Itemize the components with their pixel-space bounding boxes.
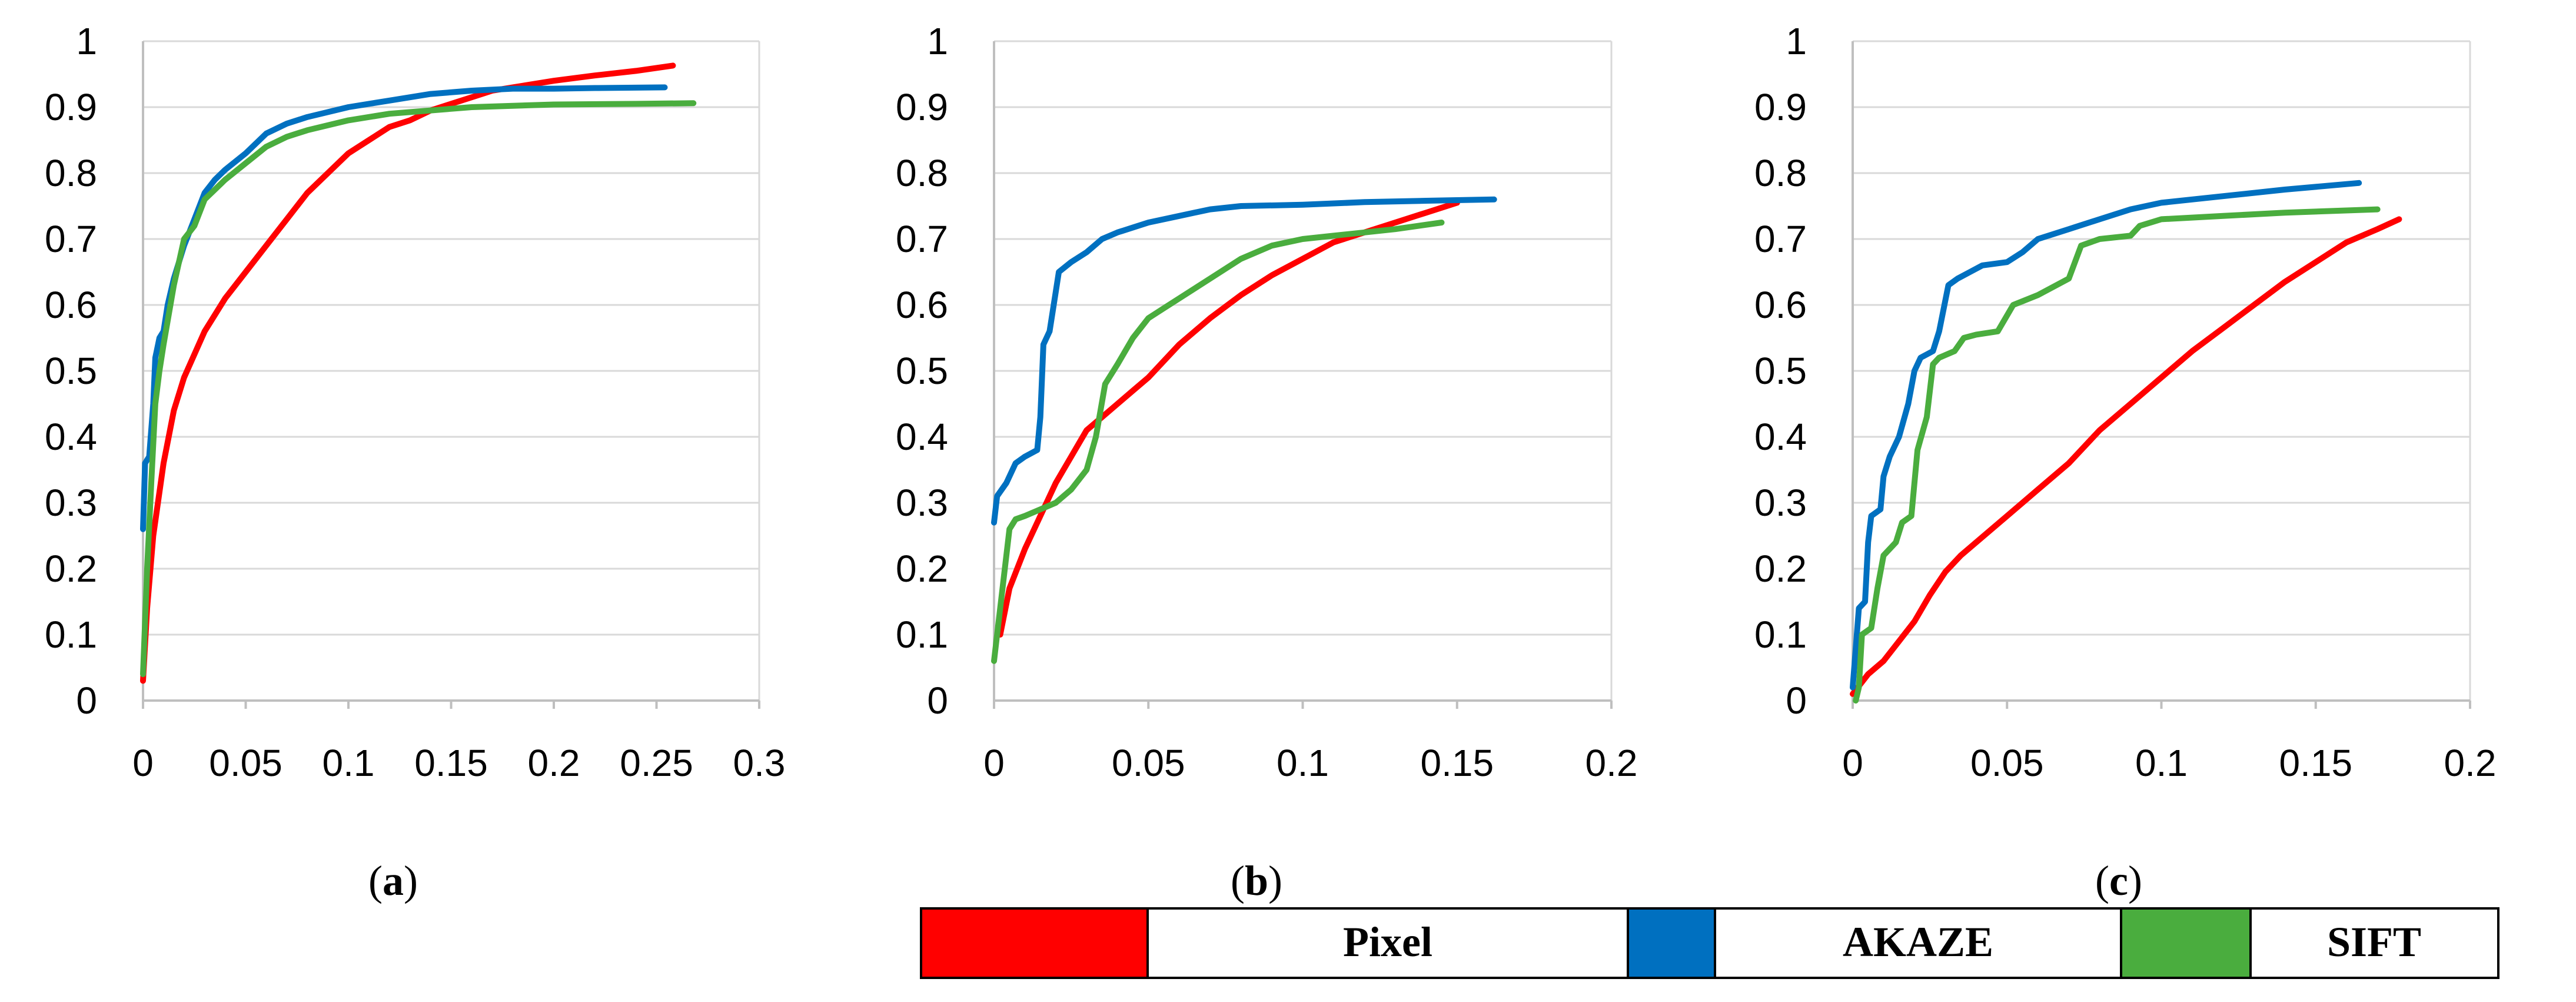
series-line-akaze [1850, 180, 2362, 691]
y-tick-label: 0.8 [1754, 152, 1807, 194]
y-tick-label: 1 [76, 20, 97, 62]
y-tick-label: 0.8 [896, 152, 948, 194]
y-tick-label: 0.9 [45, 86, 97, 128]
y-tick-label: 0.6 [896, 284, 948, 326]
legend: Pixel AKAZE SIFT [920, 907, 2499, 979]
series-line-akaze [991, 196, 1497, 526]
x-tick-label: 0.3 [733, 742, 786, 784]
y-tick-label: 0.5 [45, 350, 97, 392]
y-tick-label: 0 [927, 679, 948, 722]
y-tick-label: 0.2 [45, 548, 97, 590]
y-tick-label: 0 [76, 679, 97, 722]
series-line-sift [1853, 206, 2381, 704]
y-tick-label: 0.4 [896, 416, 948, 458]
y-tick-label: 0.3 [1754, 482, 1807, 524]
legend-label-pixel: Pixel [1343, 918, 1432, 965]
x-tick-label: 0.05 [1112, 742, 1185, 784]
y-tick-label: 0.6 [1754, 284, 1807, 326]
legend-swatch-sift [2120, 907, 2252, 979]
x-tick-label: 0.15 [2279, 742, 2352, 784]
y-tick-label: 0.5 [896, 350, 948, 392]
x-tick-label: 0.05 [209, 742, 282, 784]
panel-label-c: (c) [2095, 857, 2142, 904]
y-tick-label: 0.3 [45, 482, 97, 524]
series-line-akaze [140, 84, 668, 532]
chart-panel-c: 0 0.1 0.2 0.3 0.4 0.5 0.6 0.7 0.8 0.9 1 0 0.05 0.1 0.1… [1754, 20, 2496, 784]
y-tick-label: 0.3 [896, 482, 948, 524]
y-tick-label: 1 [1786, 20, 1807, 62]
legend-swatch-akaze [1627, 907, 1716, 979]
series-line-pixel [1850, 216, 2402, 697]
y-tick-label: 0.7 [1754, 218, 1807, 260]
y-tick-label: 0.6 [45, 284, 97, 326]
series-line-sift [140, 100, 697, 678]
x-tick-label: 0.25 [620, 742, 693, 784]
y-tick-label: 0.2 [896, 548, 948, 590]
legend-label-akaze: AKAZE [1843, 918, 1993, 965]
chart-panel-a: 0 0.1 0.2 0.3 0.4 0.5 0.6 0.7 0.8 0.9 1 0 0.05 0.1 0.1… [45, 20, 785, 784]
legend-swatch-pixel [920, 907, 1149, 979]
x-tick-label: 0.15 [414, 742, 488, 784]
panel-label-b: (b) [1231, 857, 1282, 904]
y-tick-label: 0.9 [1754, 86, 1807, 128]
y-tick-label: 0.8 [45, 152, 97, 194]
y-tick-label: 0.1 [1754, 613, 1807, 656]
y-tick-label: 0.4 [1754, 416, 1807, 458]
y-tick-label: 0.9 [896, 86, 948, 128]
panel-label-a: (a) [368, 857, 418, 904]
series-line-sift [991, 220, 1445, 664]
y-tick-label: 0.4 [45, 416, 97, 458]
x-tick-label: 0 [1842, 742, 1863, 784]
legend-label-sift: SIFT [2327, 918, 2421, 965]
y-tick-label: 0.7 [896, 218, 948, 260]
x-tick-label: 0.05 [1970, 742, 2044, 784]
x-tick-label: 0 [132, 742, 154, 784]
y-tick-label: 0.5 [1754, 350, 1807, 392]
x-tick-label: 0.2 [2444, 742, 2497, 784]
y-tick-label: 0.7 [45, 218, 97, 260]
x-tick-label: 0.1 [323, 742, 375, 784]
x-tick-label: 0.2 [528, 742, 580, 784]
x-tick-label: 0.1 [2135, 742, 2188, 784]
y-tick-label: 0 [1786, 679, 1807, 722]
x-tick-label: 0.2 [1586, 742, 1638, 784]
y-tick-label: 0.1 [45, 613, 97, 656]
x-tick-label: 0 [983, 742, 1005, 784]
y-tick-label: 0.1 [896, 613, 948, 656]
x-tick-label: 0.1 [1277, 742, 1329, 784]
x-tick-label: 0.15 [1420, 742, 1494, 784]
legend-cell-sift [2249, 907, 2499, 979]
y-tick-label: 1 [927, 20, 948, 62]
y-tick-label: 0.2 [1754, 548, 1807, 590]
chart-panel-b: 0 0.1 0.2 0.3 0.4 0.5 0.6 0.7 0.8 0.9 1 0 0.05 0.1 0.1… [896, 20, 1637, 784]
